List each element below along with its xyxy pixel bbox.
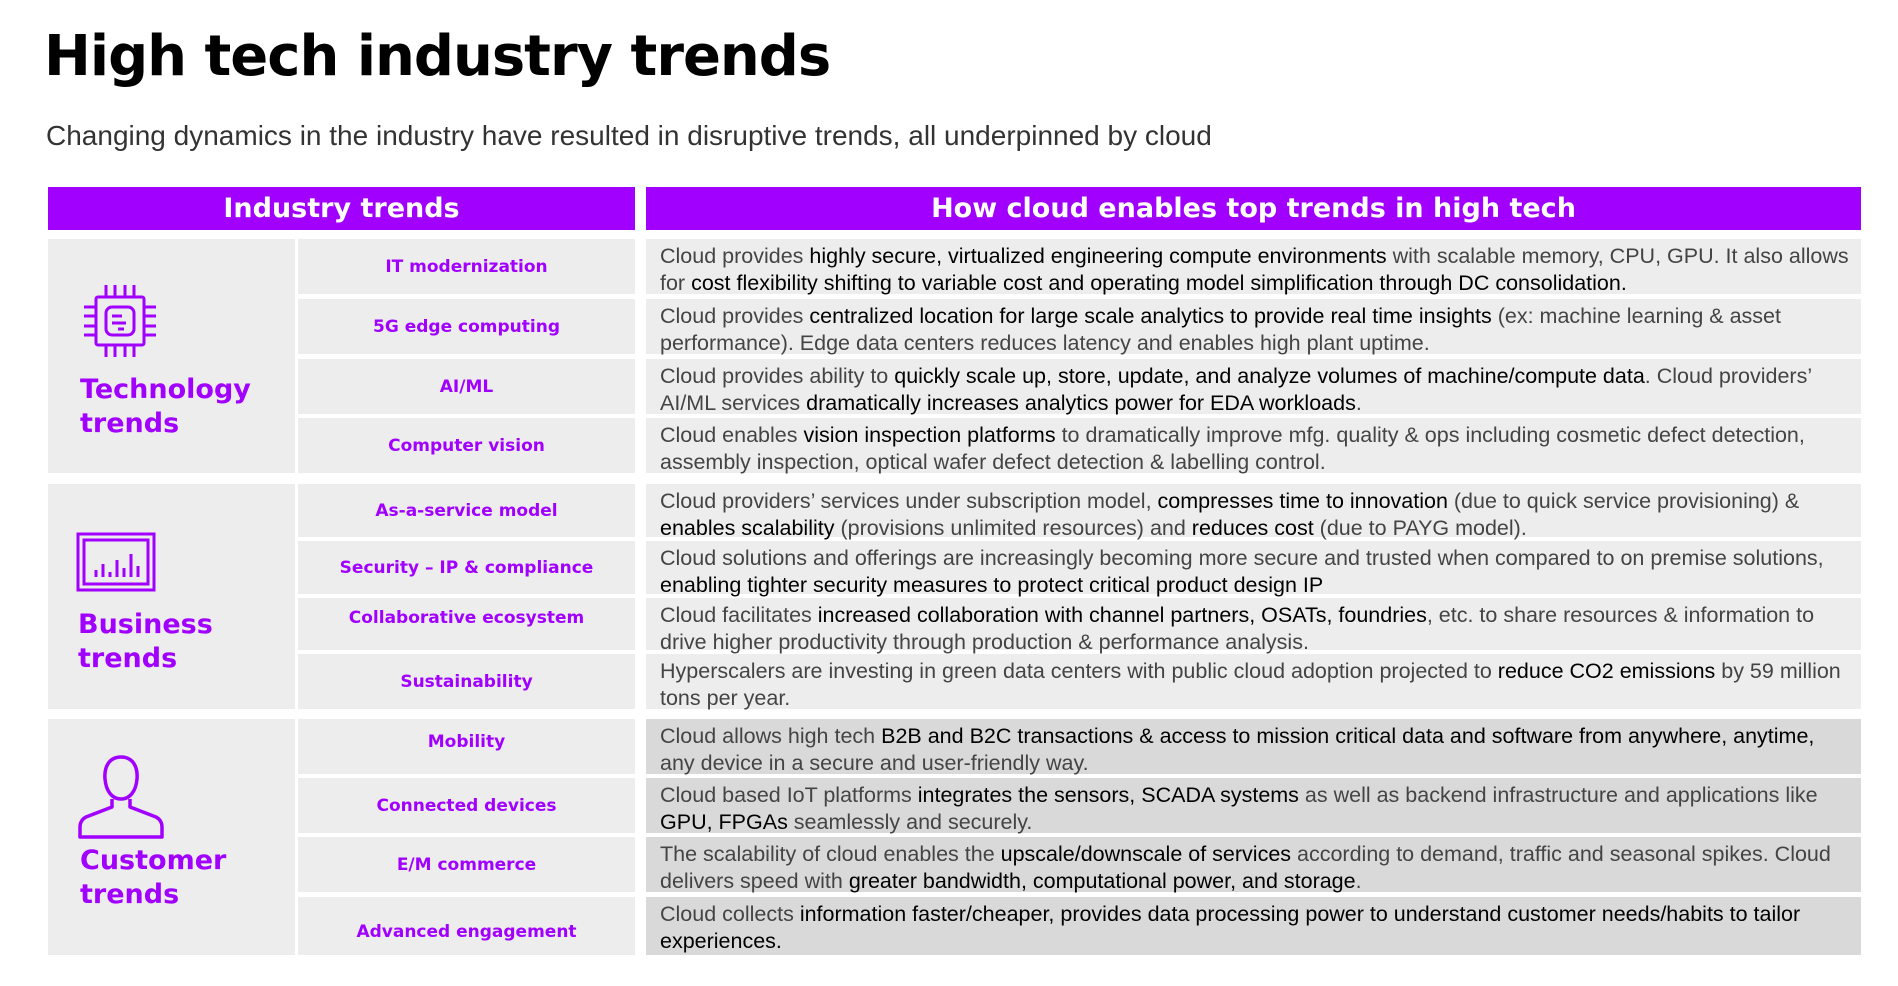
chip-icon (82, 283, 158, 364)
body-text: Hyperscalers are investing in green data… (660, 659, 1498, 683)
group-label-line: Business (78, 609, 213, 640)
desc-sustainability: Hyperscalers are investing in green data… (646, 654, 1861, 710)
desc-collaborative-ecosystem: Cloud facilitates increased collaboratio… (646, 598, 1861, 654)
group-business: Business trends (48, 484, 295, 709)
header-industry-trends: Industry trends (48, 187, 635, 230)
body-text: . (1355, 869, 1362, 893)
body-text: seamlessly and securely. (787, 810, 1033, 834)
body-text: (due to quick service provisioning) & (1447, 489, 1800, 513)
header-cloud-enables: How cloud enables top trends in high tec… (646, 187, 1861, 230)
trend-advanced-engagement: Advanced engagement (298, 897, 635, 955)
body-text: The scalability of cloud enables the (660, 842, 1001, 866)
trend-collaborative-ecosystem: Collaborative ecosystem (298, 598, 635, 650)
desc-computer-vision: Cloud enables vision inspection platform… (646, 418, 1861, 474)
emphasis-text: GPU, FPGAs (660, 810, 788, 834)
body-text: by 59 million tons per year. (660, 659, 1841, 710)
emphasis-text: integrates the sensors, SCADA systems (917, 783, 1299, 807)
group-technology: Technology trends (48, 239, 295, 473)
body-text: . Cloud providers’ AI/ML services (660, 364, 1812, 415)
body-text: Cloud facilitates (660, 603, 818, 627)
emphasis-text: reduces cost (1191, 516, 1314, 540)
body-text: according to demand, traffic and seasona… (660, 842, 1831, 893)
person-icon (76, 753, 166, 846)
body-text: as well as backend infrastructure and ap… (1298, 783, 1818, 807)
trend-sustainability: Sustainability (298, 654, 635, 709)
emphasis-text: enables scalability (660, 516, 835, 540)
trend-mobility: Mobility (298, 719, 635, 774)
body-text: Cloud provides (660, 304, 810, 328)
desc-5g-edge-computing: Cloud provides centralized location for … (646, 299, 1861, 355)
emphasis-text: information faster/cheaper, provides dat… (660, 902, 1801, 953)
trend-em-commerce: E/M commerce (298, 837, 635, 892)
group-customer: Customer trends (48, 719, 295, 955)
emphasis-text: vision inspection platforms (803, 423, 1056, 447)
body-text: to dramatically improve mfg. quality & o… (660, 423, 1805, 474)
group-label-technology: Technology trends (80, 373, 251, 441)
emphasis-text: reduce CO2 emissions (1497, 659, 1716, 683)
body-text: (due to PAYG model). (1313, 516, 1527, 540)
group-label-line: trends (80, 408, 180, 439)
trend-security-ip: Security – IP & compliance (298, 541, 635, 594)
emphasis-text: increased collaboration with channel par… (817, 603, 1427, 627)
emphasis-text: highly secure, virtualized engineering c… (809, 244, 1387, 268)
trend-5g-edge-computing: 5G edge computing (298, 299, 635, 354)
page-title: High tech industry trends (44, 24, 831, 89)
emphasis-text: cost flexibility shifting to variable co… (691, 271, 1627, 295)
emphasis-text: dramatically increases analytics power f… (806, 391, 1356, 415)
emphasis-text: B2B and B2C transactions & access to mis… (881, 724, 1815, 748)
trend-connected-devices: Connected devices (298, 778, 635, 833)
body-text: (ex: machine learning & asset performanc… (660, 304, 1781, 355)
body-text: Cloud allows high tech (660, 724, 882, 748)
body-text: , etc. to share resources & information … (660, 603, 1815, 654)
trend-ai-ml: AI/ML (298, 359, 635, 414)
body-text: with scalable memory, CPU, GPU. It also … (660, 244, 1849, 295)
trend-computer-vision: Computer vision (298, 418, 635, 473)
desc-as-a-service: Cloud providers’ services under subscrip… (646, 484, 1861, 540)
body-text: Cloud providers’ services under subscrip… (660, 489, 1158, 513)
trend-it-modernization: IT modernization (298, 239, 635, 294)
group-label-line: Technology (80, 374, 251, 405)
desc-ai-ml: Cloud provides ability to quickly scale … (646, 359, 1861, 415)
emphasis-text: quickly scale up, store, update, and ana… (894, 364, 1645, 388)
emphasis-text: compresses time to innovation (1157, 489, 1448, 513)
bar-chart-icon (76, 532, 156, 597)
group-label-line: trends (78, 643, 178, 674)
desc-security-ip: Cloud solutions and offerings are increa… (646, 541, 1861, 597)
group-label-line: Customer (80, 845, 227, 876)
desc-em-commerce: The scalability of cloud enables the ups… (646, 837, 1861, 893)
desc-mobility: Cloud allows high tech B2B and B2C trans… (646, 719, 1861, 775)
group-label-customer: Customer trends (80, 844, 226, 912)
body-text: . (1355, 391, 1362, 415)
desc-it-modernization: Cloud provides highly secure, virtualize… (646, 239, 1861, 295)
body-text: (provisions unlimited resources) and (834, 516, 1192, 540)
body-text: Cloud provides ability to (660, 364, 895, 388)
trend-as-a-service: As-a-service model (298, 484, 635, 537)
emphasis-text: enabling tighter security measures to pr… (660, 573, 1324, 597)
desc-connected-devices: Cloud based IoT platforms integrates the… (646, 778, 1861, 834)
desc-advanced-engagement: Cloud collects information faster/cheape… (646, 897, 1861, 955)
body-text: Cloud collects (660, 902, 800, 926)
emphasis-text: greater bandwidth, computational power, … (848, 869, 1356, 893)
body-text: Cloud based IoT platforms (660, 783, 918, 807)
emphasis-text: centralized location for large scale ana… (809, 304, 1492, 328)
page-subtitle: Changing dynamics in the industry have r… (46, 120, 1212, 151)
group-label-business: Business trends (78, 608, 213, 676)
body-text: Cloud solutions and offerings are increa… (660, 546, 1824, 570)
body-text: Cloud enables (660, 423, 804, 447)
group-label-line: trends (80, 879, 180, 910)
body-text: Cloud provides (660, 244, 810, 268)
body-text: any device in a secure and user-friendly… (660, 751, 1089, 775)
emphasis-text: upscale/downscale of services (1000, 842, 1292, 866)
